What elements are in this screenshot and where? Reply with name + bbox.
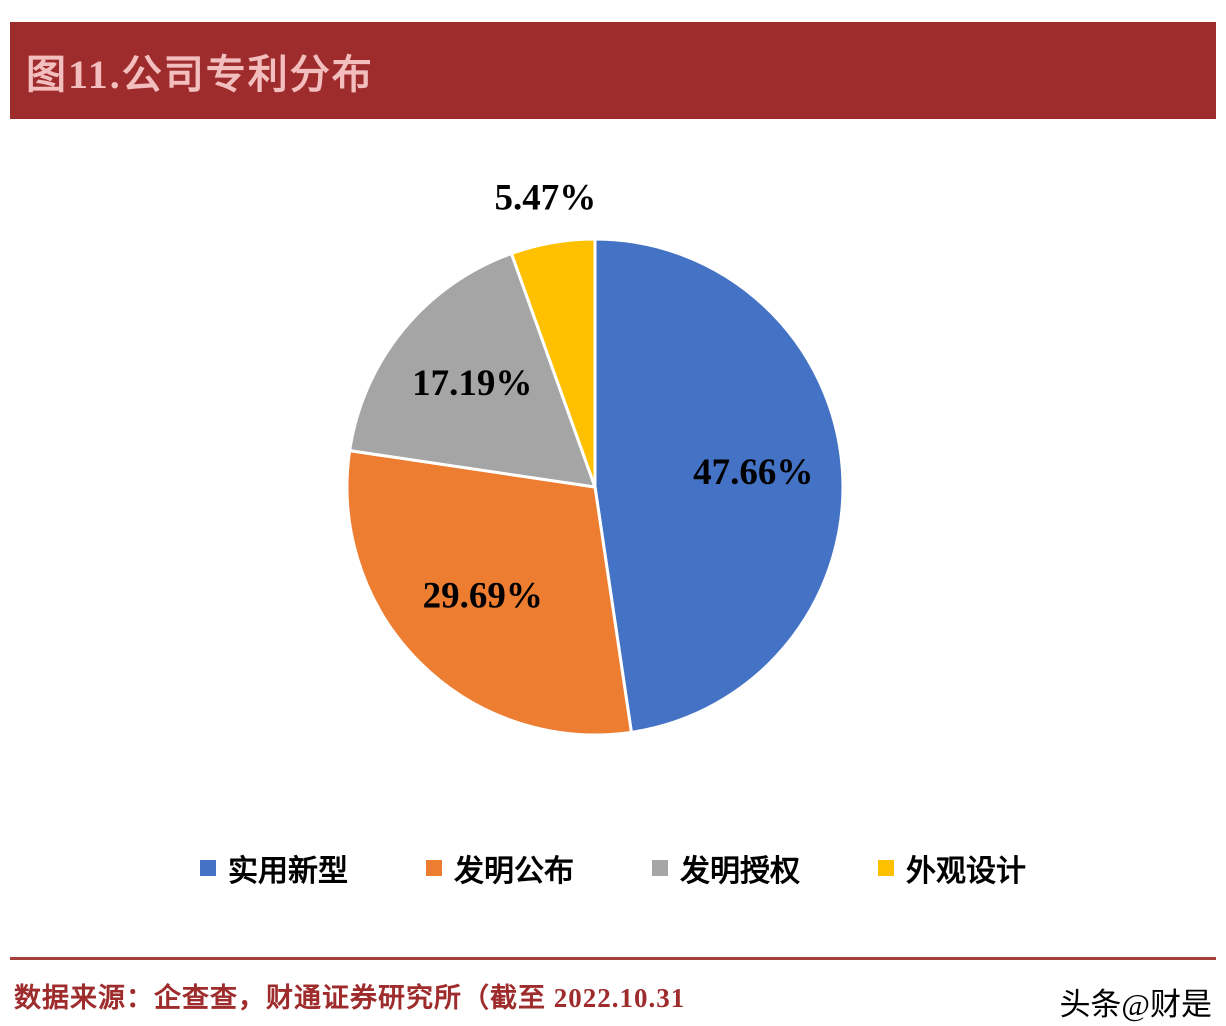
legend-swatch — [426, 860, 442, 876]
pie-slice-label: 17.19% — [412, 363, 532, 404]
legend-swatch — [652, 860, 668, 876]
legend-label: 发明公布 — [454, 855, 574, 888]
source-text: 数据来源：企查查，财通证券研究所（截至 2022.10.31 — [14, 983, 686, 1013]
legend-item: 发明公布 — [426, 846, 574, 890]
pie-slice — [509, 237, 597, 489]
pie-slice-label: 29.69% — [423, 576, 543, 617]
legend-label: 发明授权 — [680, 855, 800, 888]
pie-slice-label: 47.66% — [693, 452, 813, 493]
divider-line — [10, 957, 1216, 960]
legend-label: 实用新型 — [228, 855, 348, 888]
chart-legend: 实用新型 发明公布 发明授权 外观设计 — [0, 846, 1226, 890]
legend-swatch — [200, 860, 216, 876]
legend-label: 外观设计 — [906, 855, 1026, 888]
legend-item: 发明授权 — [652, 846, 800, 890]
pie-chart: 47.66% 29.69% 17.19% 5.47% — [345, 178, 845, 737]
pie-slice — [345, 449, 633, 737]
legend-item: 外观设计 — [878, 846, 1026, 890]
pie-slice-label: 5.47% — [495, 178, 597, 219]
figure-header: 图11.公司专利分布 — [10, 22, 1216, 119]
figure-title: 图11.公司专利分布 — [26, 51, 374, 97]
pie-slice — [348, 252, 597, 489]
pie-slice — [593, 237, 845, 734]
watermark-text: 头条@财是 — [1059, 987, 1212, 1022]
legend-item: 实用新型 — [200, 846, 348, 890]
legend-swatch — [878, 860, 894, 876]
